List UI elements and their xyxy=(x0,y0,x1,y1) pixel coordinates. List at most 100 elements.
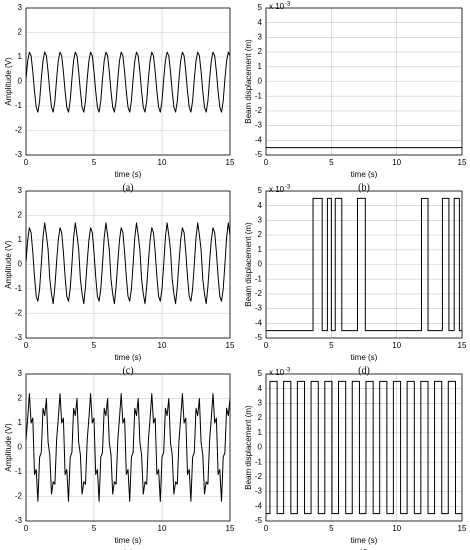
y-tick-label: 3 xyxy=(258,399,263,408)
x-tick-label: 10 xyxy=(392,524,401,533)
y-tick-label: -2 xyxy=(255,472,263,481)
x-tick-label: 10 xyxy=(158,158,167,167)
y-axis-label: Beam displacement (m) xyxy=(244,222,253,307)
y-axis-label: Beam displacement (m) xyxy=(244,405,253,490)
y-tick-label: 1 xyxy=(258,245,263,254)
x-axis-label: time (s) xyxy=(351,353,378,362)
caption: (b) xyxy=(358,182,370,193)
y-tick-label: 0 xyxy=(258,260,263,269)
plot-area xyxy=(26,393,230,502)
y-tick-label: 1 xyxy=(18,235,23,244)
x-tick-label: 0 xyxy=(24,524,29,533)
y-tick-label: 3 xyxy=(258,33,263,42)
y-tick-label: 4 xyxy=(258,384,263,393)
caption: (a) xyxy=(122,182,133,193)
y-tick-label: 3 xyxy=(18,186,23,195)
y-tick-label: 1 xyxy=(258,62,263,71)
x-tick-label: 10 xyxy=(158,524,167,533)
y-tick-label: 2 xyxy=(258,47,263,56)
y-tick-label: -4 xyxy=(255,135,263,144)
y-tick-label: 3 xyxy=(18,369,23,378)
data-line xyxy=(26,393,230,502)
y-tick-label: -1 xyxy=(255,457,263,466)
x-axis-label: time (s) xyxy=(351,536,378,545)
y-tick-label: 1 xyxy=(18,52,23,61)
caption: (f) xyxy=(359,548,369,550)
y-tick-label: 1 xyxy=(18,418,23,427)
y-tick-label: 2 xyxy=(258,230,263,239)
y-tick-label: 4 xyxy=(258,18,263,27)
axes-frame xyxy=(265,373,463,522)
y-tick-label: -1 xyxy=(15,467,23,476)
y-tick-label: -1 xyxy=(15,101,23,110)
data-line xyxy=(266,380,462,515)
y-tick-label: 4 xyxy=(258,201,263,210)
axes-frame xyxy=(25,190,231,339)
subplot: -5 -4 -3 -2 -1 0 1 2 3 4 5 0 5 10 15 time (s) Beam displ… xyxy=(244,2,467,194)
x-tick-label: 0 xyxy=(24,158,29,167)
y-tick-label: 3 xyxy=(258,216,263,225)
subplot: -3 -2 -1 0 1 2 3 0 5 10 15 time (s) Amplitude (V) (c) xyxy=(4,186,235,376)
x-tick-label: 0 xyxy=(264,524,269,533)
y-tick-label: -2 xyxy=(15,309,23,318)
y-axis-label: Amplitude (V) xyxy=(4,423,13,472)
x-tick-label: 15 xyxy=(458,158,467,167)
subplot: -5 -4 -3 -2 -1 0 1 2 3 4 5 0 5 10 15 time (s) Beam displ… xyxy=(244,185,467,377)
caption: (e) xyxy=(122,548,133,550)
y-tick-label: -3 xyxy=(255,487,263,496)
data-line xyxy=(26,222,230,305)
y-tick-label: -3 xyxy=(15,333,23,342)
y-tick-label: 0 xyxy=(258,443,263,452)
x-tick-label: 5 xyxy=(92,158,97,167)
y-multiplier: x 10 xyxy=(269,368,285,377)
y-multiplier: x 10 xyxy=(269,185,285,194)
data-line xyxy=(26,51,230,113)
y-tick-label: 2 xyxy=(18,28,23,37)
subplot: -3 -2 -1 0 1 2 3 0 5 10 15 time (s) Amplitude (V) (e) xyxy=(4,369,235,550)
y-tick-label: -5 xyxy=(255,333,263,342)
y-tick-label: 2 xyxy=(18,211,23,220)
y-multiplier-exp: -3 xyxy=(285,185,291,191)
x-tick-label: 0 xyxy=(264,341,269,350)
x-axis-label: time (s) xyxy=(351,170,378,179)
y-tick-label: 0 xyxy=(258,77,263,86)
y-tick-label: -3 xyxy=(15,516,23,525)
x-axis-label: time (s) xyxy=(115,170,142,179)
axes-frame xyxy=(25,7,231,156)
y-tick-label: -1 xyxy=(15,284,23,293)
x-tick-label: 10 xyxy=(392,158,401,167)
x-tick-label: 15 xyxy=(458,524,467,533)
y-tick-label: 0 xyxy=(18,443,23,452)
y-multiplier: x 10 xyxy=(269,2,285,11)
y-tick-label: -1 xyxy=(255,91,263,100)
y-tick-label: 1 xyxy=(258,428,263,437)
plot-area xyxy=(26,222,230,305)
x-tick-label: 0 xyxy=(264,158,269,167)
plot-area xyxy=(266,197,462,332)
x-tick-label: 5 xyxy=(329,341,334,350)
y-tick-label: -3 xyxy=(255,304,263,313)
y-multiplier-exp: -3 xyxy=(285,368,291,374)
y-tick-label: -5 xyxy=(255,150,263,159)
y-tick-label: -3 xyxy=(15,150,23,159)
subplot: -3 -2 -1 0 1 2 3 0 5 10 15 time (s) Amplitude (V) (a) xyxy=(4,3,235,193)
y-tick-label: 5 xyxy=(258,3,263,12)
axes-frame xyxy=(265,190,463,339)
x-tick-label: 10 xyxy=(392,341,401,350)
y-tick-label: 5 xyxy=(258,186,263,195)
caption: (c) xyxy=(122,365,133,376)
y-tick-label: 2 xyxy=(18,394,23,403)
y-tick-label: -2 xyxy=(255,106,263,115)
x-tick-label: 10 xyxy=(158,341,167,350)
y-tick-label: 2 xyxy=(258,413,263,422)
caption: (d) xyxy=(358,365,370,376)
plot-area xyxy=(26,51,230,113)
y-tick-label: -4 xyxy=(255,318,263,327)
plot-area xyxy=(266,380,462,515)
x-tick-label: 5 xyxy=(329,158,334,167)
y-axis-label: Amplitude (V) xyxy=(4,57,13,106)
x-tick-label: 5 xyxy=(92,341,97,350)
y-tick-label: 3 xyxy=(18,3,23,12)
y-axis-label: Amplitude (V) xyxy=(4,240,13,289)
